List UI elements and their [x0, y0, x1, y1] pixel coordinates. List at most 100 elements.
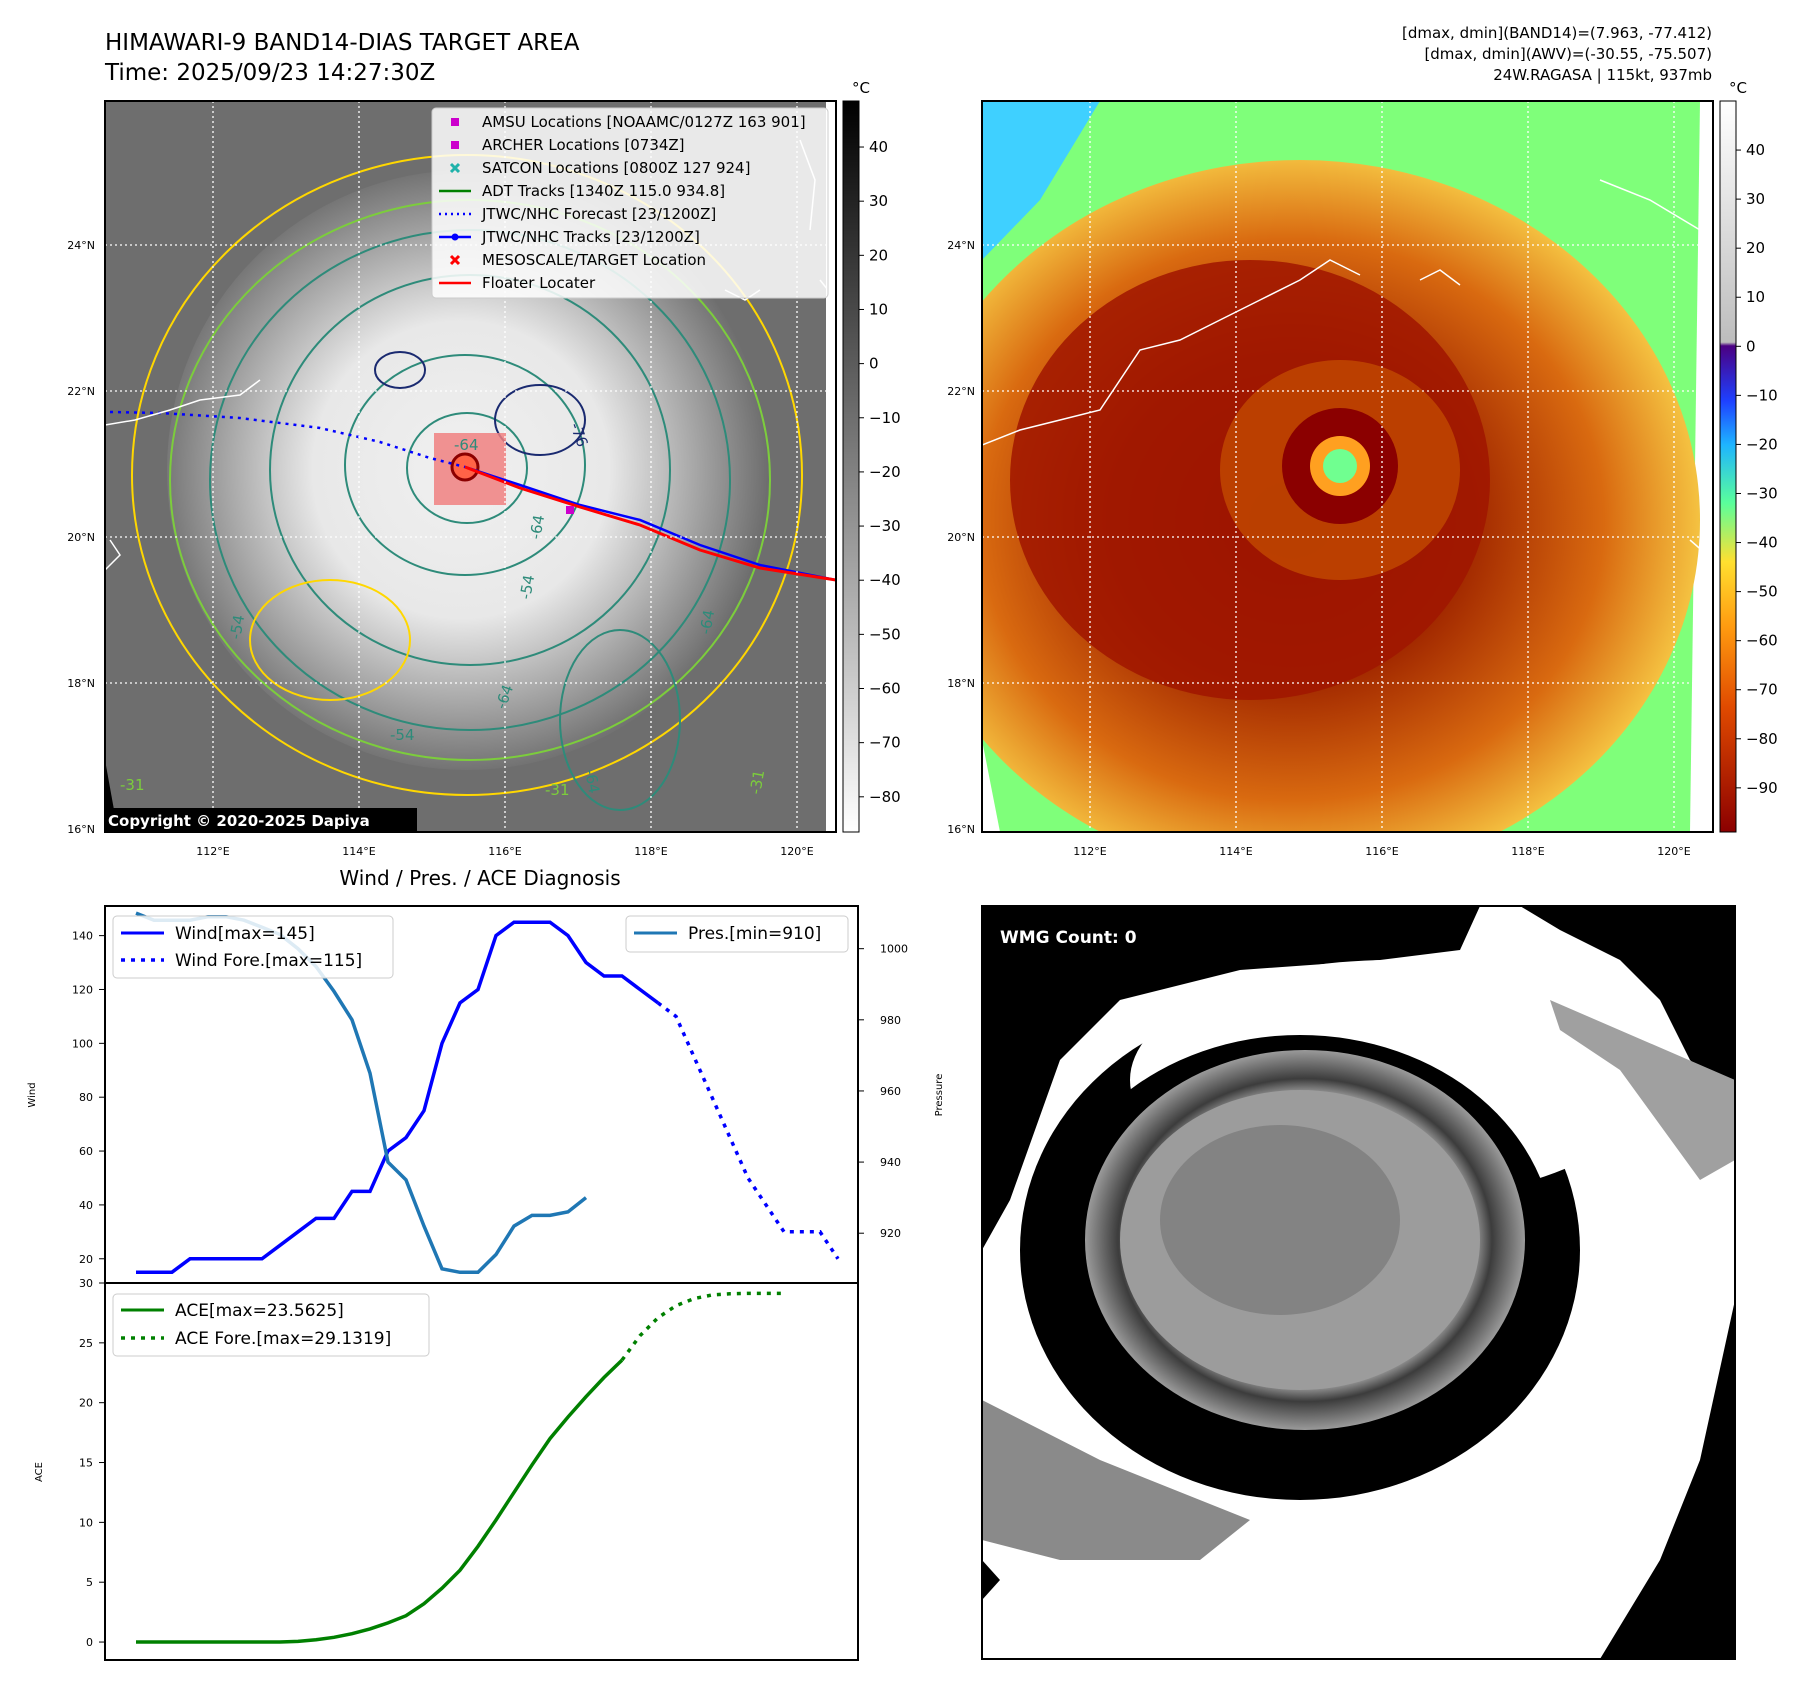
axis-tick-label: 920	[880, 1227, 901, 1240]
lat-label: 24°N	[947, 239, 975, 252]
lat-label: 20°N	[67, 531, 95, 544]
axis-tick-label: 100	[72, 1037, 93, 1050]
lat-label: 20°N	[947, 531, 975, 544]
axis-tick-label: 0	[86, 1636, 93, 1649]
contour-label: -64	[581, 768, 603, 795]
lat-label: 24°N	[67, 239, 95, 252]
axis-tick-label: 20	[79, 1253, 93, 1266]
colorbar-tick-label: 0	[1746, 337, 1756, 355]
ace-ylabel: ACE	[34, 1462, 45, 1482]
legend-marker-x	[449, 162, 461, 174]
legend-label: MESOSCALE/TARGET Location	[482, 251, 706, 269]
gray-colorbar: °C 40 30 20 10 0 −10 −20 −30 −40 −50 −60 −70 −80	[842, 79, 901, 833]
contour-label: -64	[696, 608, 718, 635]
ir-map-lon-labels: 112°E 114°E 116°E 118°E 120°E	[196, 845, 813, 858]
series-line	[656, 1001, 840, 1260]
legend-label: Floater Locater	[482, 274, 596, 292]
legend-row: SATCON Locations [0800Z 127 924]	[449, 159, 750, 177]
copyright-text: Copyright © 2020-2025 Dapiya	[108, 812, 370, 830]
legend-row: MESOSCALE/TARGET Location	[449, 251, 706, 269]
colorbar-tick-label: −10	[1746, 386, 1778, 404]
pressure-ylabel: Pressure	[934, 1074, 945, 1117]
axis-tick-label: 25	[79, 1337, 93, 1350]
series-line	[620, 1291, 784, 1362]
series-line	[136, 1358, 624, 1644]
colorbar-tick-label: −20	[1746, 435, 1778, 453]
gray-colorbar-unit: °C	[852, 79, 870, 97]
legend-ace-label: ACE[max=23.5625]	[175, 1301, 344, 1321]
colorbar-tick-label: 30	[1746, 190, 1765, 208]
map-legend: AMSU Locations [NOAAMC/0127Z 163 901] ARC…	[431, 107, 829, 299]
ir-map-panel: -64 -76 -64 -54 -54 -54 -64 -64 -64 -31 …	[104, 100, 837, 833]
color-map-lon-labels: 112°E 114°E 116°E 118°E 120°E	[1073, 845, 1690, 858]
legend-marker-dot	[451, 233, 459, 241]
contour-label: -64	[526, 513, 548, 540]
axis-tick-label: 5	[86, 1576, 93, 1589]
legend-label: ADT Tracks [1340Z 115.0 934.8]	[482, 182, 725, 200]
legend-pres-label: Pres.[min=910]	[688, 924, 821, 944]
wmg-count-badge	[990, 920, 1176, 954]
wind-pres-panel: 20 40 60 80 100 120 140 920 940 960 980 1000 Wind …	[27, 905, 945, 1284]
wind-legend: Wind[max=145] Wind Fore.[max=115]	[112, 915, 394, 979]
legend-wind-fore-label: Wind Fore.[max=115]	[175, 951, 362, 971]
colorbar-tick-label: −30	[1746, 484, 1778, 502]
colorbar-tick-label: 40	[869, 138, 888, 156]
contour-label: -54	[516, 573, 538, 600]
colorbar-tick-label: −60	[1746, 632, 1778, 650]
contour-label: -31	[120, 776, 145, 794]
color-map-frame	[981, 100, 1714, 833]
lat-label: 22°N	[947, 385, 975, 398]
lon-label: 118°E	[634, 845, 667, 858]
wmg-panel: WMG Count: 0	[981, 905, 1736, 1660]
legend-marker-x	[449, 254, 461, 266]
color-map-panel	[981, 100, 1714, 833]
lat-label: 22°N	[67, 385, 95, 398]
lon-label: 116°E	[488, 845, 521, 858]
axis-tick-label: 60	[79, 1145, 93, 1158]
colorbar-tick-label: −60	[869, 680, 901, 698]
axis-tick-label: 10	[79, 1516, 93, 1529]
legend-label: AMSU Locations [NOAAMC/0127Z 163 901]	[482, 113, 806, 131]
legend-label: JTWC/NHC Forecast [23/1200Z]	[481, 205, 716, 223]
colorbar-tick-label: −90	[1746, 779, 1778, 797]
axis-tick-label: 20	[79, 1397, 93, 1410]
legend-label: ARCHER Locations [0734Z]	[482, 136, 685, 154]
lon-label: 114°E	[342, 845, 375, 858]
lon-label: 116°E	[1365, 845, 1398, 858]
ace-panel: 0 5 10 15 20 25 30 ACE ACE[max=23.5625] ACE Fo…	[34, 1277, 859, 1661]
figure-time: Time: 2025/09/23 14:27:30Z	[104, 60, 435, 86]
legend-ace-fore-label: ACE Fore.[max=29.1319]	[175, 1329, 391, 1349]
lon-label: 114°E	[1219, 845, 1252, 858]
pres-legend: Pres.[min=910]	[625, 915, 849, 953]
lat-label: 16°N	[67, 823, 95, 836]
legend-row: ARCHER Locations [0734Z]	[451, 136, 685, 154]
axis-tick-label: 120	[72, 983, 93, 996]
lon-label: 112°E	[1073, 845, 1106, 858]
lat-label: 18°N	[67, 677, 95, 690]
wmg-count-label: WMG Count: 0	[1000, 928, 1137, 948]
legend-label: SATCON Locations [0800Z 127 924]	[482, 159, 750, 177]
storm-info: 24W.RAGASA | 115kt, 937mb	[1493, 66, 1712, 84]
figure-title: HIMAWARI-9 BAND14-DIAS TARGET AREA	[105, 30, 580, 56]
contour-label: -31	[545, 781, 570, 799]
copyright-bg	[105, 808, 417, 832]
axis-tick-label: 140	[72, 930, 93, 943]
axis-tick-label: 15	[79, 1457, 93, 1470]
dmax-awv: [dmax, dmin](AWV)=(-30.55, -75.507)	[1424, 45, 1712, 63]
ace-legend: ACE[max=23.5625] ACE Fore.[max=29.1319]	[112, 1293, 430, 1357]
ir-map-frame	[104, 100, 837, 833]
color-colorbar-unit: °C	[1729, 79, 1747, 97]
lon-label: 120°E	[1657, 845, 1690, 858]
colorbar-tick-label: 20	[1746, 239, 1765, 257]
colorbar-tick-label: 0	[869, 355, 879, 373]
colorbar-tick-label: 40	[1746, 141, 1765, 159]
lon-label: 112°E	[196, 845, 229, 858]
contour-label: -31	[746, 768, 768, 795]
colorbar-tick-label: −30	[869, 517, 901, 535]
colorbar-tick-label: −20	[869, 463, 901, 481]
contour-label: -64	[454, 436, 479, 454]
legend-marker-square	[451, 118, 459, 126]
legend-row: Floater Locater	[439, 274, 596, 292]
colorbar-tick-label: 10	[1746, 288, 1765, 306]
axis-tick-label: 980	[880, 1014, 901, 1027]
